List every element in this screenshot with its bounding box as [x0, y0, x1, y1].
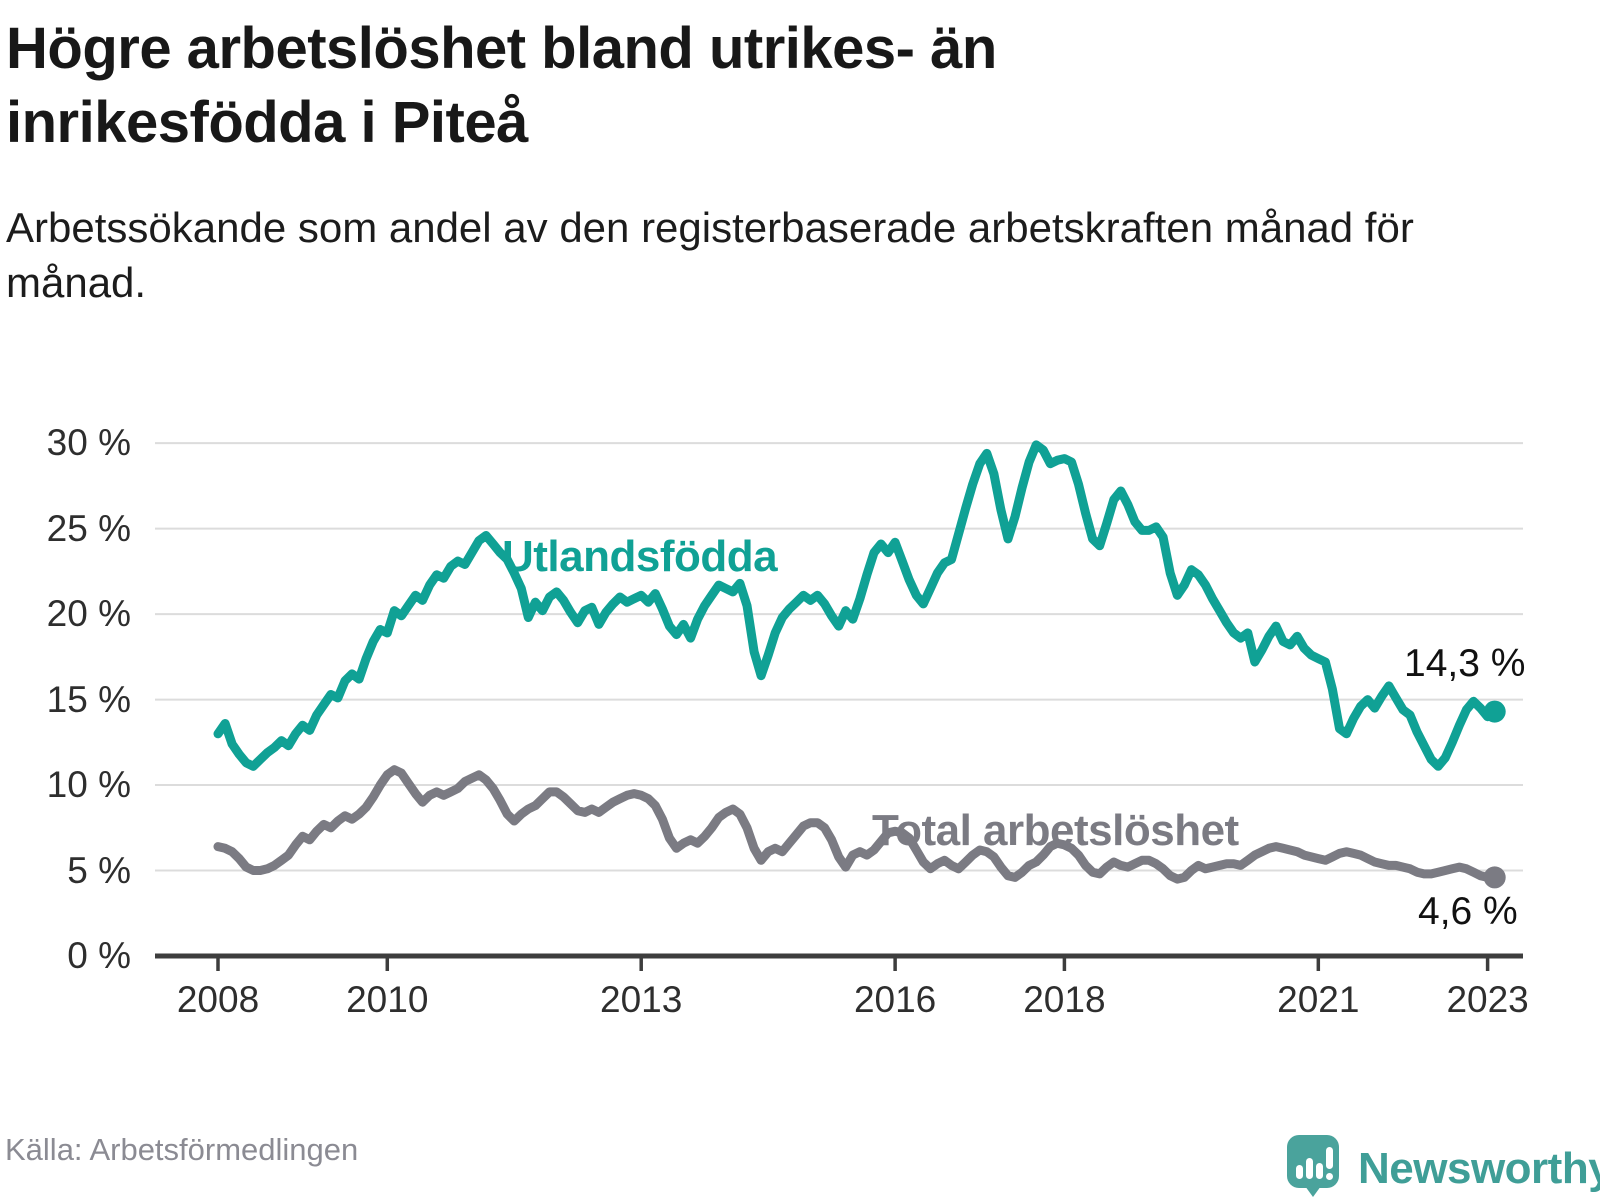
x-axis-label: 2008 — [176, 979, 260, 1020]
series-line-total-arbetsloshet — [213, 765, 1500, 884]
page-title: Högre arbetslöshet bland utrikes- än inr… — [6, 16, 997, 156]
series-label-total-arbetsloshet: Total arbetslöshet — [872, 806, 1239, 855]
newsworthy-logo bar-chart-speech-bubble-icon — [1287, 1135, 1339, 1197]
y-axis-label: 10 % — [46, 764, 131, 806]
page-subtitle: Arbetssökande som andel av den registerb… — [6, 204, 1414, 307]
x-axis-label: 2013 — [600, 979, 683, 1020]
source-credit: Källa: Arbetsförmedlingen — [5, 1132, 359, 1167]
end-value-label-total: 4,6 % — [1418, 890, 1518, 933]
x-axis-label: 2021 — [1277, 979, 1360, 1020]
series-label-utlandsfodda: Utlandsfödda — [502, 532, 778, 581]
y-axis-label: 30 % — [46, 422, 131, 464]
y-axis-label: 25 % — [46, 507, 131, 549]
end-value-label-utlandsfodda: 14,3 % — [1404, 642, 1526, 685]
x-axis-label: 2010 — [346, 979, 429, 1020]
series-line-utlandsfodda — [213, 440, 1500, 771]
x-axis-label: 2016 — [853, 979, 937, 1020]
y-axis-label: 15 % — [46, 678, 131, 720]
x-axis-label: 2018 — [1023, 979, 1106, 1020]
series-end-dot — [1483, 866, 1506, 889]
y-axis-label: 20 % — [46, 593, 131, 635]
y-axis-label: 5 % — [67, 849, 131, 891]
y-axis-label: 0 % — [67, 935, 131, 976]
series-end-dot — [1483, 700, 1506, 723]
x-axis-label: 2023 — [1446, 979, 1529, 1020]
brand-wordmark: Newsworthy — [1358, 1144, 1600, 1193]
